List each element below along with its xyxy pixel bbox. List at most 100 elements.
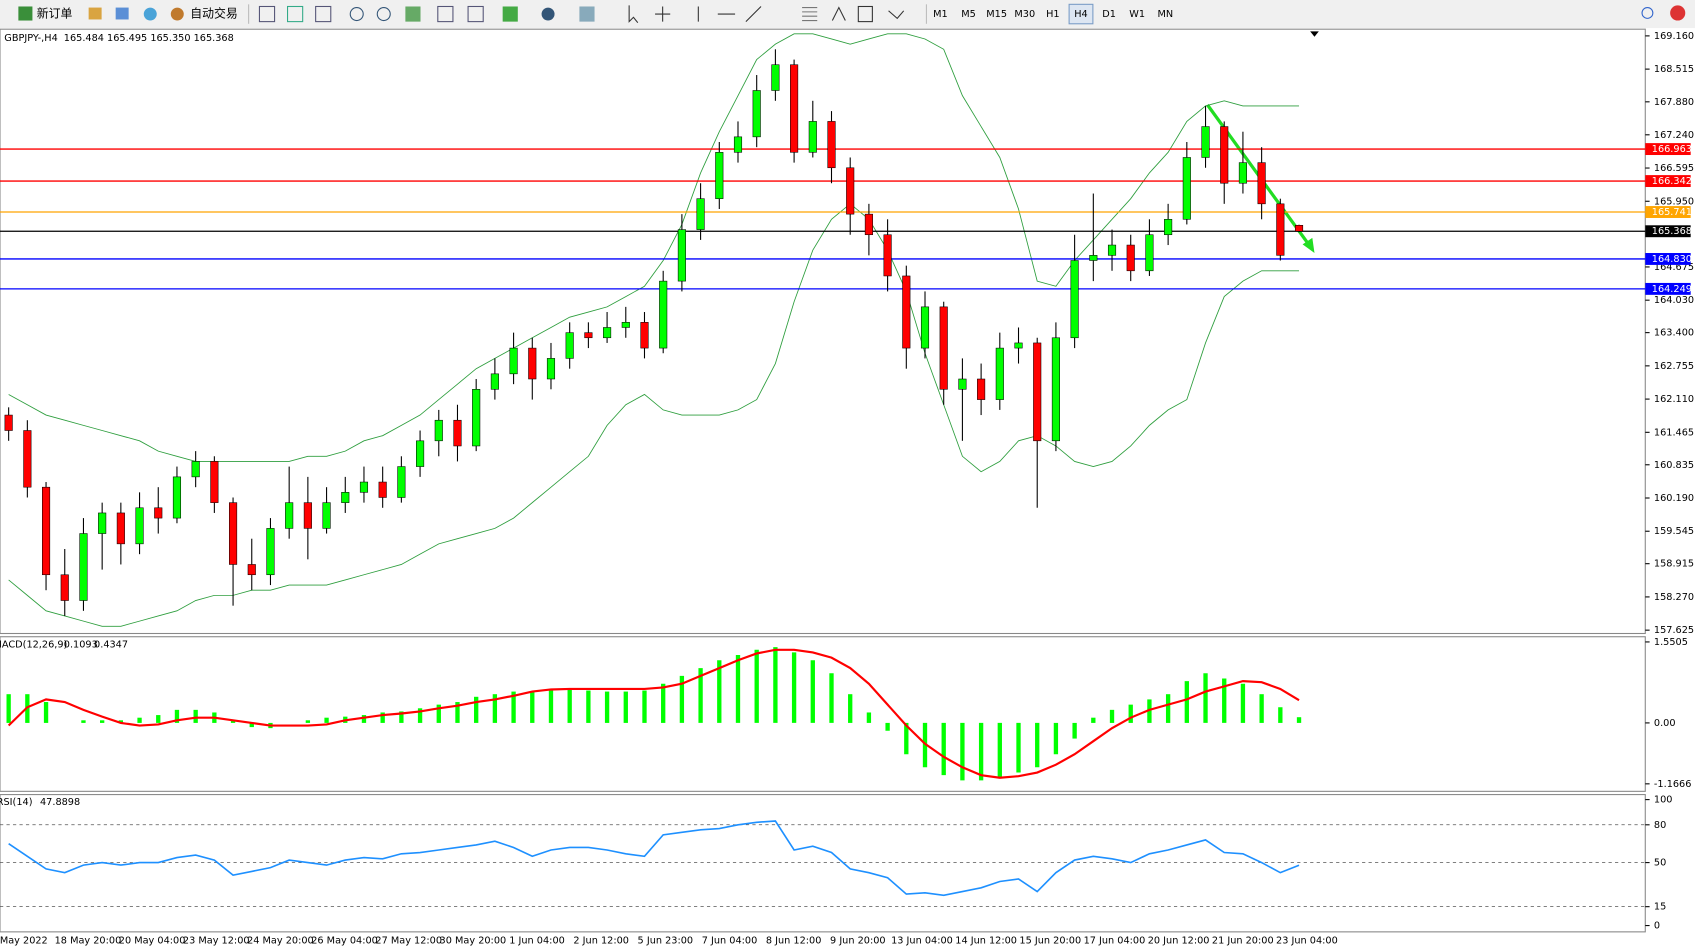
candle-body: [453, 419, 462, 447]
x-axis-label: 20 Jun 12:00: [1148, 936, 1210, 947]
candle-body: [1089, 255, 1098, 261]
toolbar-icon[interactable]: [115, 7, 129, 20]
timeframe-button[interactable]: W1: [1129, 9, 1145, 20]
candle-body: [79, 533, 88, 601]
candle-body: [846, 167, 855, 215]
candle-body: [1220, 126, 1229, 184]
candle-body: [621, 322, 630, 328]
x-axis-label: 18 May 20:00: [55, 936, 122, 947]
candle-body: [584, 332, 593, 339]
fibo-tool[interactable]: [802, 7, 818, 22]
candle-body: [1294, 224, 1304, 232]
candle-body: [416, 440, 425, 467]
y-tick-label: 0.00: [1654, 718, 1676, 729]
x-axis-label: 15 Jun 20:00: [1019, 936, 1081, 947]
timeframe-button[interactable]: M1: [933, 9, 948, 20]
toolbar-icon[interactable]: [287, 5, 304, 23]
line-tools[interactable]: [697, 6, 762, 23]
y-tick-label: 100: [1654, 795, 1673, 806]
price-level-tag: [1645, 282, 1691, 295]
templates-button[interactable]: [579, 6, 595, 22]
y-tick-label: 158.270: [1654, 592, 1694, 603]
candle-body: [752, 90, 761, 138]
candle-body: [322, 502, 331, 529]
candle-body: [995, 347, 1004, 400]
toolbar-icon[interactable]: [405, 6, 421, 22]
candle-body: [1014, 342, 1023, 349]
new-order-button[interactable]: 新订单: [37, 7, 73, 21]
toolbar-icon[interactable]: [88, 7, 102, 20]
text-tool[interactable]: [831, 6, 846, 21]
auto-trading-icon[interactable]: [170, 7, 184, 21]
y-tick-label: 163.400: [1654, 328, 1694, 339]
candle-body: [247, 564, 256, 576]
candle-body: [135, 507, 144, 545]
candle-body: [1257, 162, 1266, 205]
x-axis-label: 26 May 04:00: [311, 936, 378, 947]
toolbar-icon[interactable]: [143, 7, 157, 21]
timeframe-button[interactable]: D1: [1102, 9, 1116, 20]
macd-signal-line: [7, 648, 1300, 779]
rsi-pane: [0, 794, 1646, 933]
x-axis-label: 1 Jun 04:00: [509, 936, 565, 947]
symbol-title: GBPJPY-,H4: [4, 33, 57, 44]
y-tick-label: 167.880: [1654, 97, 1694, 108]
ohlc-readout: 165.484 165.495 165.350 165.368: [64, 33, 234, 44]
toolbar-icon[interactable]: [437, 5, 454, 23]
x-axis-label: 13 Jun 04:00: [891, 936, 953, 947]
macd-value: 0.1093: [64, 639, 98, 650]
price-level-label: 164.830: [1652, 254, 1692, 265]
x-axis-label: 27 May 12:00: [375, 936, 442, 947]
price-level-label: 166.963: [1652, 144, 1692, 155]
y-tick-label: 50: [1654, 858, 1666, 869]
periods-button[interactable]: [541, 7, 555, 21]
price-level-label: 164.249: [1652, 284, 1692, 295]
timeframe-button[interactable]: MN: [1157, 9, 1173, 20]
candle-body: [902, 275, 911, 349]
candle-body: [603, 327, 612, 339]
toolbar-icon[interactable]: [315, 5, 332, 23]
timeframe-button[interactable]: M30: [1014, 9, 1035, 20]
candle-body: [659, 280, 668, 349]
label-tool[interactable]: [857, 5, 873, 23]
candle-body: [883, 234, 892, 277]
candle-body: [98, 512, 107, 534]
crosshair-tool[interactable]: [655, 6, 671, 22]
y-tick-label: 169.160: [1654, 31, 1694, 42]
timeframe-button[interactable]: M15: [986, 9, 1007, 20]
arrow-tool[interactable]: [888, 10, 905, 20]
cursor-tool[interactable]: [628, 5, 639, 24]
y-tick-label: 162.110: [1654, 394, 1694, 405]
x-axis-label: 30 May 20:00: [440, 936, 507, 947]
timeframe-button[interactable]: M5: [961, 9, 976, 20]
timeframe-button[interactable]: H1: [1046, 9, 1059, 20]
candle-body: [154, 507, 163, 519]
auto-trading-button[interactable]: 自动交易: [190, 7, 237, 21]
candle-body: [472, 389, 481, 447]
timeframe-bar: M1 M5 M15 M30 H1 H4 D1 W1 MN: [933, 3, 1173, 25]
timeframe-button[interactable]: H4: [1074, 9, 1087, 20]
notification-badge[interactable]: [1670, 5, 1686, 21]
price-level-label: 165.368: [1652, 226, 1692, 237]
x-axis-label: 20 May 04:00: [119, 936, 186, 947]
candle-body: [4, 414, 13, 431]
zoom-in[interactable]: [349, 7, 364, 22]
y-tick-label: 162.755: [1654, 361, 1694, 372]
indicators-button[interactable]: [502, 6, 518, 22]
y-tick-label: 157.625: [1654, 625, 1694, 636]
y-tick-label: 168.515: [1654, 64, 1694, 75]
y-tick-label: -1.1666: [1654, 779, 1692, 790]
new-order-icon[interactable]: [18, 6, 33, 21]
rsi-value: 47.8898: [40, 797, 80, 808]
zoom-out[interactable]: [376, 7, 391, 22]
toolbar: [0, 0, 1695, 29]
y-tick-label: 15: [1654, 902, 1666, 913]
toolbar-icon[interactable]: [258, 5, 276, 23]
candle-body: [864, 213, 873, 236]
x-axis-label: 17 Jun 04:00: [1084, 936, 1146, 947]
y-tick-label: 160.835: [1654, 460, 1694, 471]
toolbar-icon[interactable]: [467, 5, 484, 23]
x-axis-label: 5 Jun 23:00: [638, 936, 694, 947]
search-button[interactable]: [1641, 7, 1654, 19]
